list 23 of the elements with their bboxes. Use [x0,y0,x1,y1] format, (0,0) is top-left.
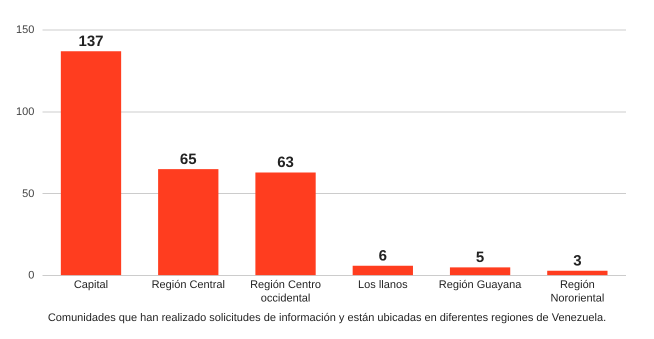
y-tick-label: 100 [16,106,34,118]
x-tick-label: Región Nororiental [550,279,604,304]
bar [547,270,608,276]
x-tick-label: Región Central [152,279,225,292]
data-label: 137 [78,32,104,50]
bar [60,51,122,276]
bar [255,172,316,276]
bar [158,169,218,276]
x-tick-label: Capital [74,279,108,292]
data-label: 65 [180,150,197,168]
bar [450,267,510,276]
data-label: 63 [277,154,294,172]
x-tick-label: Región Centro occidental [250,279,322,304]
y-tick-label: 0 [28,270,34,282]
text: Comunidades que han realizado solicitudes de información y están ubicadas en diferentes regiones de Venezuela. [46,312,608,324]
y-tick-label: 150 [16,24,34,36]
y-tick-label: 50 [22,188,34,200]
x-tick-label: Los llanos [358,279,408,292]
x-tick-label: Región Guayana [438,279,522,292]
bar [352,266,413,276]
data-label: 3 [573,252,582,270]
data-label: 6 [378,247,387,264]
data-label: 5 [476,249,484,266]
